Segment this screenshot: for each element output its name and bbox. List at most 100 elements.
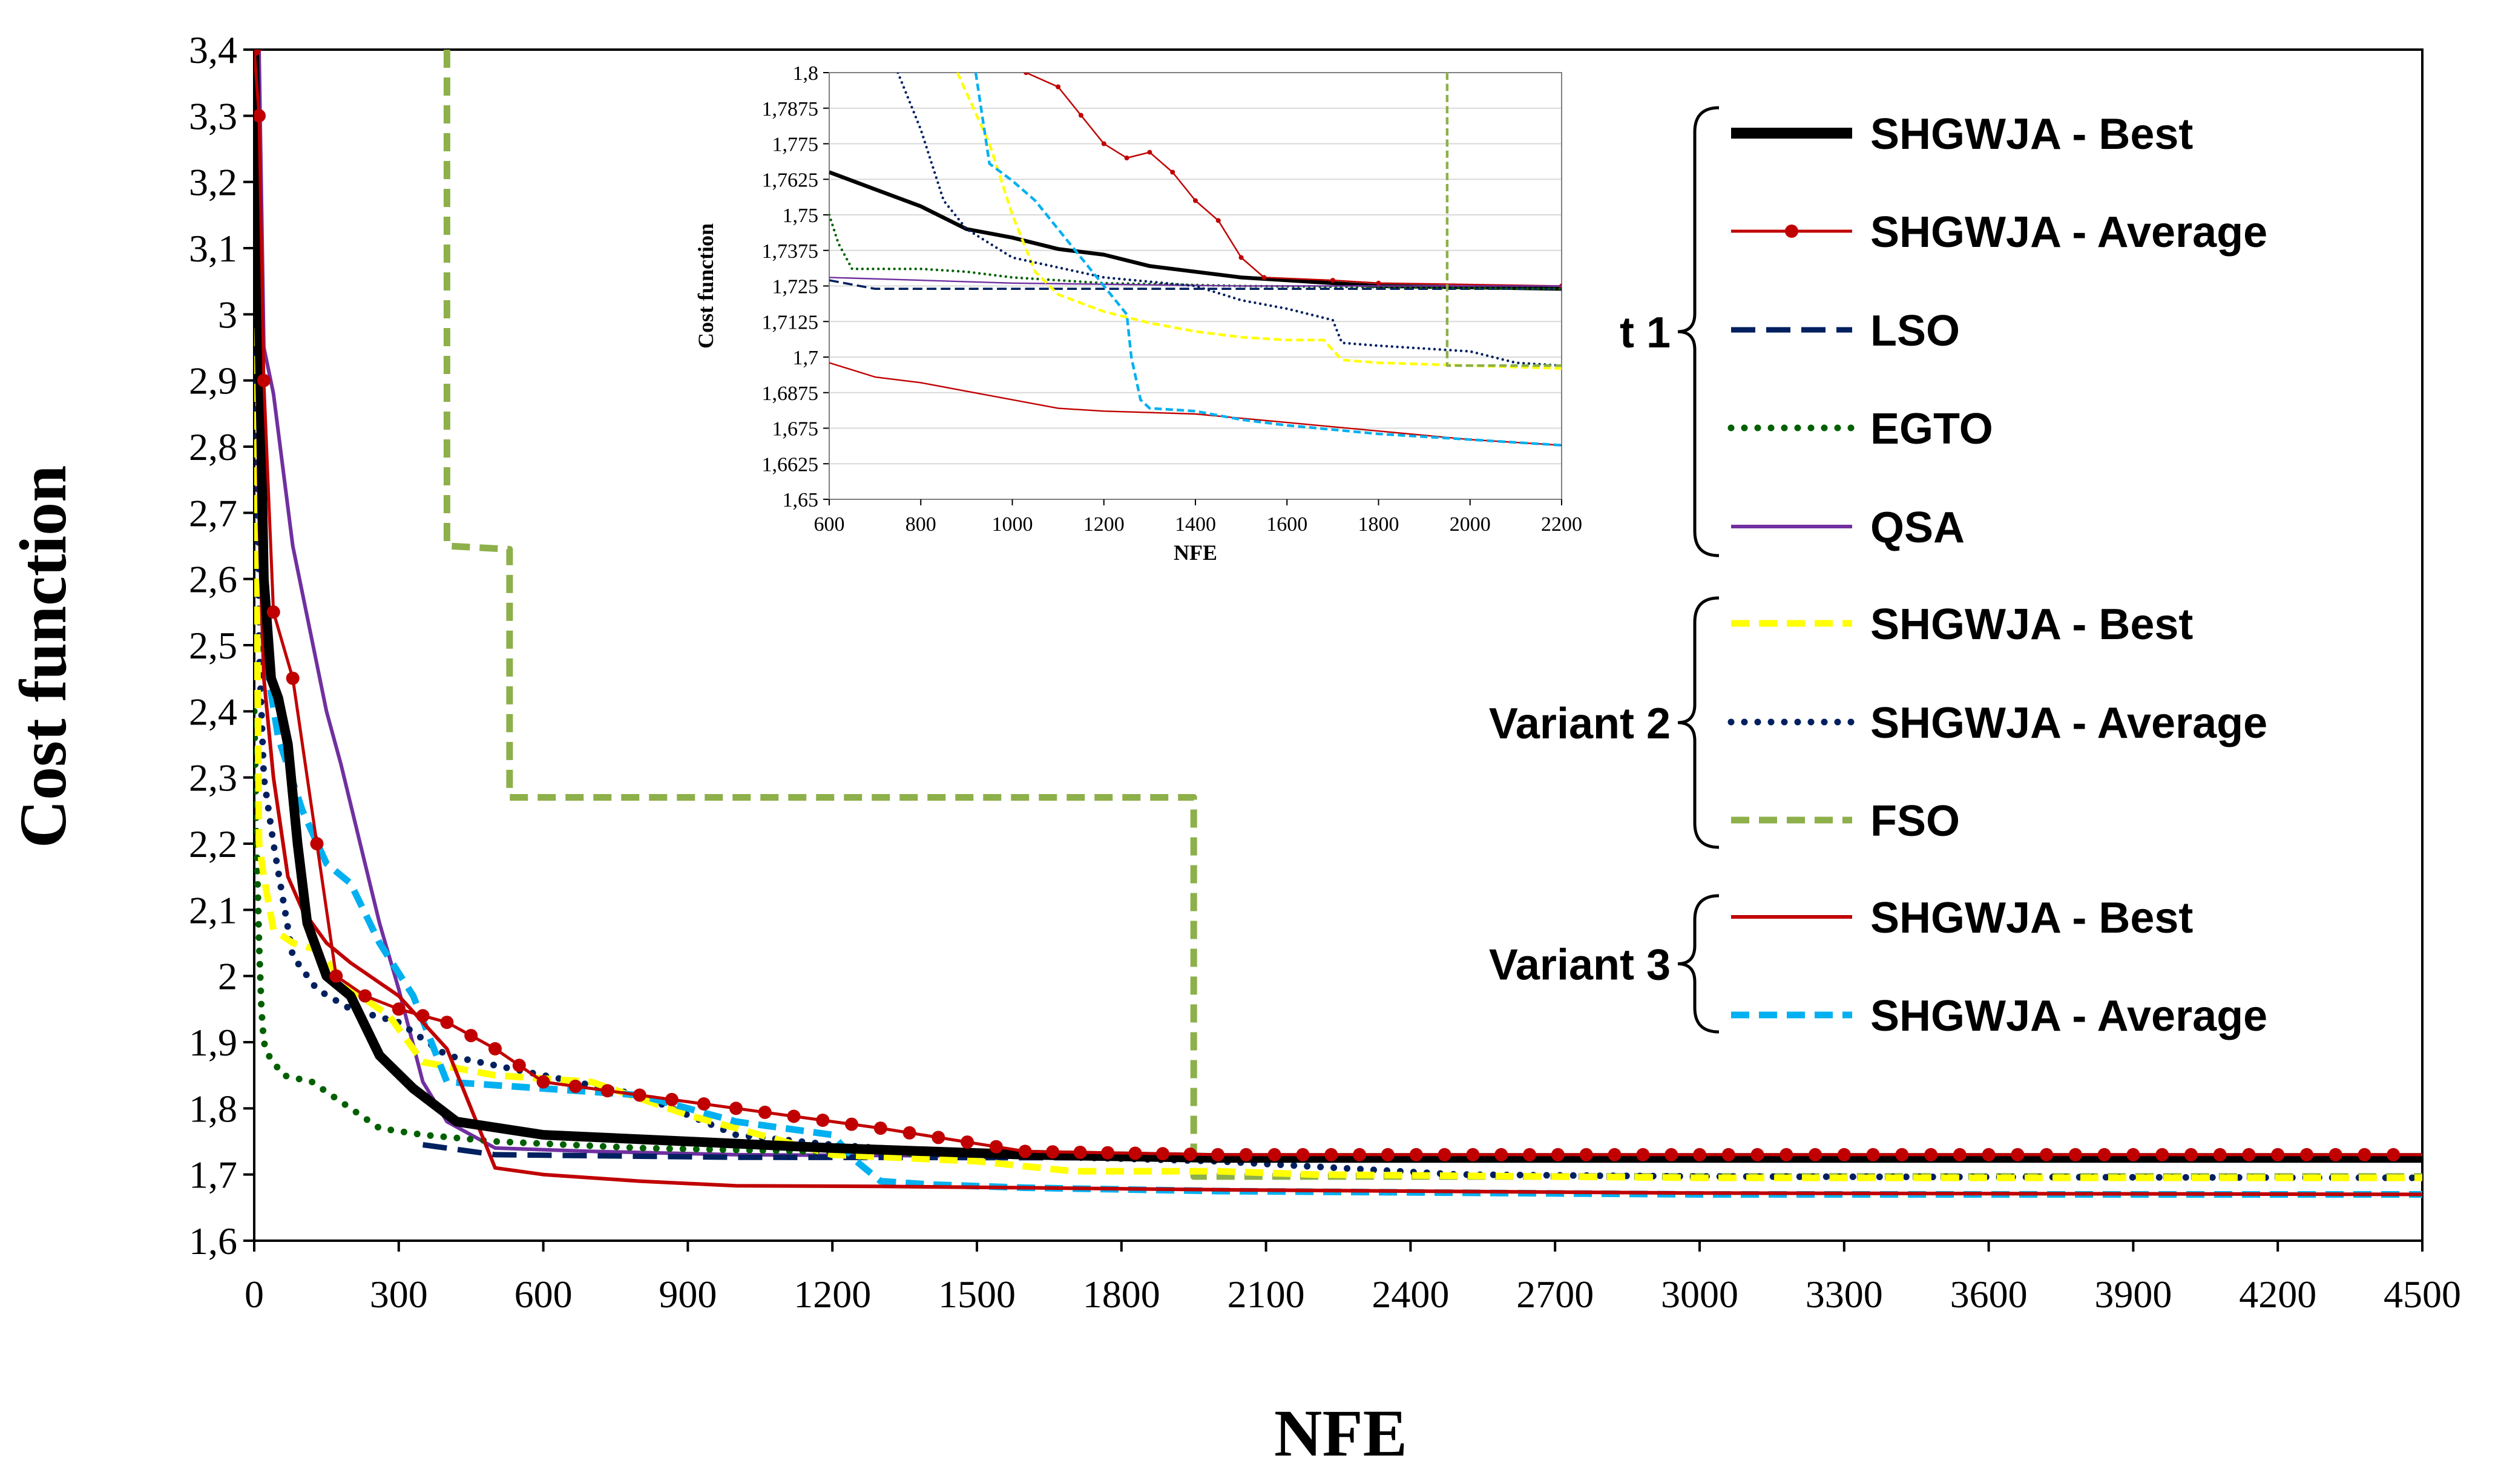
- main-series-1-marker: [787, 1109, 801, 1123]
- legend-brace-group-2: [1677, 596, 1720, 849]
- main-series-1-marker: [254, 50, 261, 56]
- legend: SHGWJA - Best SHGWJA - Average LSO EGTO QSA S…: [1489, 106, 2267, 1040]
- main-series-1-marker: [902, 1126, 916, 1140]
- y-tick-label: 2,7: [189, 491, 237, 534]
- x-tick-label: 2100: [1227, 1273, 1305, 1316]
- inset-series-2: [829, 279, 1562, 291]
- legend-group-label: t 1: [1620, 309, 1671, 357]
- legend-entry-label: SHGWJA - Best: [1870, 110, 2193, 159]
- x-tick-label: 1200: [794, 1273, 871, 1316]
- inset-x-tick-label: 1600: [1266, 513, 1307, 536]
- x-tick-label: 3600: [1950, 1273, 2028, 1316]
- inset-x-tick-label: 2200: [1541, 513, 1582, 536]
- inset-y-tick-label: 1,7125: [762, 311, 819, 333]
- main-series-1-marker: [873, 1121, 887, 1135]
- main-series-1-marker: [1551, 1147, 1565, 1161]
- main-series-1-marker: [1267, 1147, 1281, 1161]
- main-series-1-marker: [254, 109, 266, 123]
- inset-y-tick-label: 1,75: [783, 205, 819, 227]
- main-series-1-marker: [1750, 1147, 1764, 1161]
- y-tick-label: 2,1: [189, 888, 237, 931]
- legend-group-label: Variant 3: [1489, 941, 1671, 990]
- main-series-1-marker: [665, 1092, 679, 1106]
- legend-entry-label: LSO: [1870, 307, 1960, 355]
- inset-series-5: [956, 73, 1562, 370]
- main-series-1-marker: [286, 671, 300, 685]
- main-series-1-marker: [932, 1131, 945, 1144]
- main-series-1-marker: [440, 1016, 454, 1029]
- y-tick-label: 3: [218, 293, 237, 336]
- y-tick-label: 2,4: [189, 690, 237, 733]
- y-tick-label: 3,4: [189, 28, 237, 71]
- main-series-1-marker: [1866, 1147, 1880, 1161]
- main-series-1-marker: [1046, 1145, 1060, 1159]
- x-tick-label: 0: [245, 1273, 264, 1316]
- legend-brace-group-3: [1677, 894, 1720, 1034]
- main-series-1-marker: [1924, 1147, 1938, 1161]
- legend-entry-label: SHGWJA - Best: [1870, 600, 2193, 649]
- main-series-1-marker: [329, 969, 343, 983]
- main-series-1-marker: [1211, 1147, 1224, 1161]
- main-series-5: [254, 50, 2422, 1181]
- inset-x-tick-label: 2000: [1450, 513, 1491, 536]
- inset-series-1-marker: [1261, 275, 1267, 280]
- inset-series-1-marker: [1215, 218, 1221, 223]
- main-series-1-marker: [1381, 1147, 1395, 1161]
- inset-series-1-marker: [1024, 73, 1029, 75]
- main-series-1-marker: [2184, 1147, 2198, 1161]
- main-series-1-marker: [512, 1059, 526, 1072]
- y-tick-label: 1,9: [189, 1021, 237, 1064]
- main-series-7: [443, 50, 2422, 1180]
- legend-entry-label: QSA: [1870, 504, 1965, 552]
- inset-series-4: [829, 277, 1562, 287]
- main-series-1-marker: [2126, 1147, 2140, 1161]
- x-tick-label: 900: [659, 1273, 717, 1316]
- main-series-1-marker: [2068, 1147, 2082, 1161]
- main-series-1-marker: [464, 1029, 478, 1043]
- main-series-1-marker: [358, 989, 372, 1003]
- main-series-1-marker: [1353, 1147, 1367, 1161]
- x-tick-label: 2700: [1516, 1273, 1594, 1316]
- inset-x-tick-label: 1200: [1083, 513, 1125, 536]
- y-tick-label: 2,6: [189, 558, 237, 601]
- x-tick-label: 2400: [1372, 1273, 1449, 1316]
- main-series-1-marker: [2011, 1147, 2025, 1161]
- main-series-1-marker: [600, 1084, 614, 1098]
- main-series-1-marker: [2387, 1147, 2401, 1161]
- inset-x-tick-label: 1000: [992, 513, 1033, 536]
- main-series-1-marker: [961, 1135, 974, 1149]
- inset-y-tick-label: 1,7375: [762, 240, 819, 263]
- main-series-1-marker: [1494, 1147, 1508, 1161]
- inset-series-1-marker: [1330, 278, 1335, 283]
- main-series-1-marker: [1128, 1146, 1142, 1160]
- main-series-1-marker: [1982, 1147, 1996, 1161]
- main-series-3: [254, 708, 2422, 1161]
- inset-series-7: [1445, 73, 1562, 367]
- main-series-1-marker: [2040, 1147, 2054, 1161]
- inset-x-tick-label: 1400: [1175, 513, 1216, 536]
- legend-entry-label: SHGWJA - Average: [1870, 992, 2267, 1040]
- main-series-1-marker: [1780, 1147, 1793, 1161]
- main-series-1-marker: [2213, 1147, 2227, 1161]
- main-series-1-marker: [1636, 1147, 1650, 1161]
- main-series-1-marker: [1837, 1147, 1851, 1161]
- main-series-1-marker: [568, 1079, 582, 1093]
- main-series-1-marker: [816, 1114, 830, 1127]
- legend-group-label: Variant 2: [1489, 700, 1671, 748]
- y-tick-label: 3,1: [189, 227, 237, 270]
- main-series-1-marker: [1693, 1147, 1706, 1161]
- inset-y-tick-label: 1,7875: [762, 98, 819, 120]
- y-axis-title: Cost function: [6, 465, 80, 849]
- main-series-1-marker: [1579, 1147, 1593, 1161]
- x-tick-label: 1800: [1083, 1273, 1160, 1316]
- inset-series-1-marker: [1124, 156, 1129, 160]
- legend-entry-label: FSO: [1870, 797, 1960, 845]
- x-tick-label: 4200: [2239, 1273, 2316, 1316]
- main-series-1-marker: [266, 605, 280, 619]
- inset-y-tick-label: 1,675: [772, 418, 819, 441]
- main-series-1-marker: [1809, 1147, 1822, 1161]
- main-series-0: [254, 50, 2422, 1163]
- inset-y-tick-label: 1,725: [772, 276, 819, 298]
- main-series-1-marker: [1018, 1144, 1032, 1158]
- inset-series-group: [829, 73, 1562, 447]
